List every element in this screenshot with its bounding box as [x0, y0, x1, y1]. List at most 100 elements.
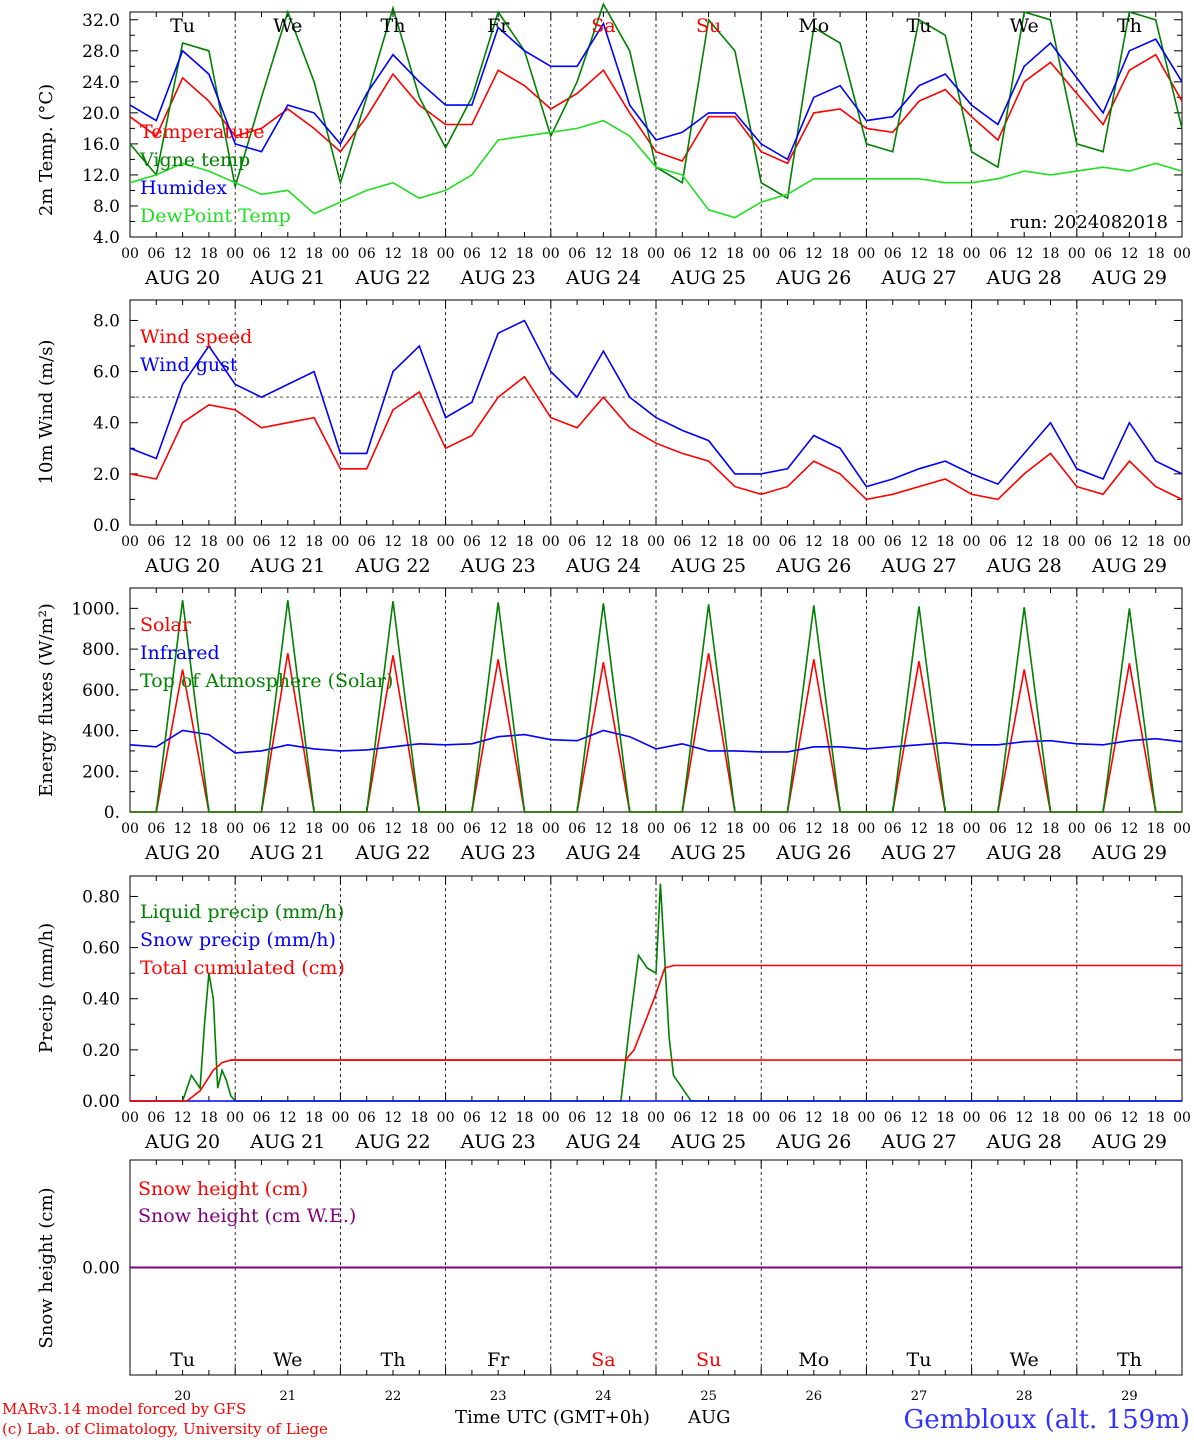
hour-label: 06: [463, 534, 481, 550]
hour-label: 00: [1068, 1110, 1086, 1126]
panel-frame-energy: [129, 587, 1183, 813]
hour-label: 12: [1120, 1110, 1138, 1126]
hour-label: 18: [726, 821, 744, 837]
hour-label: 18: [516, 1110, 534, 1126]
hour-label: 12: [700, 1110, 718, 1126]
y-tick-label: 200.: [82, 762, 120, 782]
y-tick-label: 16.0: [82, 135, 120, 155]
y-tick-label: 800.: [82, 640, 120, 660]
date-label: AUG 25: [670, 842, 746, 864]
hour-label: 06: [884, 821, 902, 837]
y-tick-label: 8.0: [93, 311, 120, 331]
date-label: AUG 24: [565, 1131, 641, 1153]
date-label: AUG 23: [460, 555, 536, 577]
hour-label: 06: [147, 534, 165, 550]
y-tick-label: 400.: [82, 722, 120, 742]
weekday-label-bottom: Th: [1117, 1349, 1142, 1371]
hour-label: 18: [410, 246, 428, 262]
hour-label: 00: [963, 246, 981, 262]
hour-label: 00: [121, 821, 139, 837]
date-label: AUG 27: [880, 1131, 956, 1153]
date-label: AUG 27: [880, 267, 956, 289]
legend-entry: Snow precip (mm/h): [140, 929, 336, 951]
hour-label: 12: [594, 246, 612, 262]
date-label: AUG 29: [1091, 1131, 1167, 1153]
footer-model: MARv3.14 model forced by GFS: [2, 1400, 246, 1418]
day-number-label: 25: [700, 1389, 717, 1404]
y-tick-label: 0.80: [82, 887, 120, 907]
date-label: AUG 20: [144, 555, 220, 577]
date-label: AUG 22: [354, 267, 430, 289]
weekday-label-top: Mo: [798, 15, 829, 37]
hour-label: 06: [884, 1110, 902, 1126]
panel-frame-temperature: [129, 11, 1183, 238]
hour-label: 00: [752, 821, 770, 837]
day-number-label: 21: [280, 1389, 297, 1404]
y-tick-label: 4.0: [93, 228, 120, 248]
hour-label: 12: [174, 821, 192, 837]
hour-label: 00: [331, 1110, 349, 1126]
date-label: AUG 28: [986, 1131, 1062, 1153]
y-tick-label: 0.60: [82, 939, 120, 959]
hour-label: 00: [226, 534, 244, 550]
hour-label: 18: [1147, 821, 1165, 837]
date-label: AUG 25: [670, 555, 746, 577]
hour-label: 12: [700, 821, 718, 837]
hour-label: 12: [594, 821, 612, 837]
hour-label: 18: [200, 534, 218, 550]
weekday-label-top: Tu: [907, 15, 932, 37]
hour-label: 12: [279, 534, 297, 550]
hour-label: 06: [779, 246, 797, 262]
hour-label: 06: [568, 1110, 586, 1126]
weekday-label-bottom: Tu: [170, 1349, 195, 1371]
date-label: AUG 22: [354, 842, 430, 864]
date-label: AUG 23: [460, 1131, 536, 1153]
hour-label: 06: [568, 246, 586, 262]
hour-label: 18: [831, 534, 849, 550]
hour-label: 18: [831, 246, 849, 262]
hour-label: 12: [1120, 821, 1138, 837]
hour-label: 12: [384, 1110, 402, 1126]
hour-label: 12: [910, 534, 928, 550]
hour-label: 00: [857, 821, 875, 837]
day-number-label: 27: [911, 1389, 928, 1404]
footer-month: AUG: [687, 1407, 731, 1428]
series-line: [230, 964, 1182, 1061]
hour-label: 00: [121, 534, 139, 550]
hour-label: 00: [1068, 821, 1086, 837]
hour-label: 12: [384, 821, 402, 837]
legend-entry: Vigne temp: [139, 149, 250, 171]
hour-label: 06: [147, 1110, 165, 1126]
hour-label: 12: [910, 1110, 928, 1126]
weekday-label-top: Fr: [487, 15, 510, 37]
weekday-label-bottom: We: [273, 1349, 302, 1371]
legend-entry: Wind speed: [140, 326, 252, 348]
date-label: AUG 27: [880, 842, 956, 864]
hour-label: 18: [516, 246, 534, 262]
weekday-label-top: We: [1010, 15, 1039, 37]
hour-label: 06: [779, 1110, 797, 1126]
hour-label: 00: [857, 534, 875, 550]
legend-entry: DewPoint Temp: [140, 205, 291, 227]
hour-label: 00: [437, 246, 455, 262]
hour-label: 18: [200, 1110, 218, 1126]
weekday-label-bottom: Th: [381, 1349, 406, 1371]
hour-label: 12: [1120, 246, 1138, 262]
date-label: AUG 28: [986, 842, 1062, 864]
hour-label: 06: [463, 246, 481, 262]
hour-label: 00: [1068, 534, 1086, 550]
date-label: AUG 26: [775, 267, 851, 289]
hour-label: 00: [121, 1110, 139, 1126]
hour-label: 18: [1147, 1110, 1165, 1126]
hour-label: 12: [910, 821, 928, 837]
date-label: AUG 28: [986, 267, 1062, 289]
hour-label: 12: [384, 246, 402, 262]
hour-label: 06: [463, 1110, 481, 1126]
hour-label: 00: [963, 534, 981, 550]
hour-label: 00: [437, 1110, 455, 1126]
day-number-label: 22: [385, 1389, 402, 1404]
hour-label: 18: [726, 246, 744, 262]
hour-label: 00: [752, 1110, 770, 1126]
hour-label: 06: [253, 534, 271, 550]
legend-entry: Humidex: [140, 177, 227, 199]
